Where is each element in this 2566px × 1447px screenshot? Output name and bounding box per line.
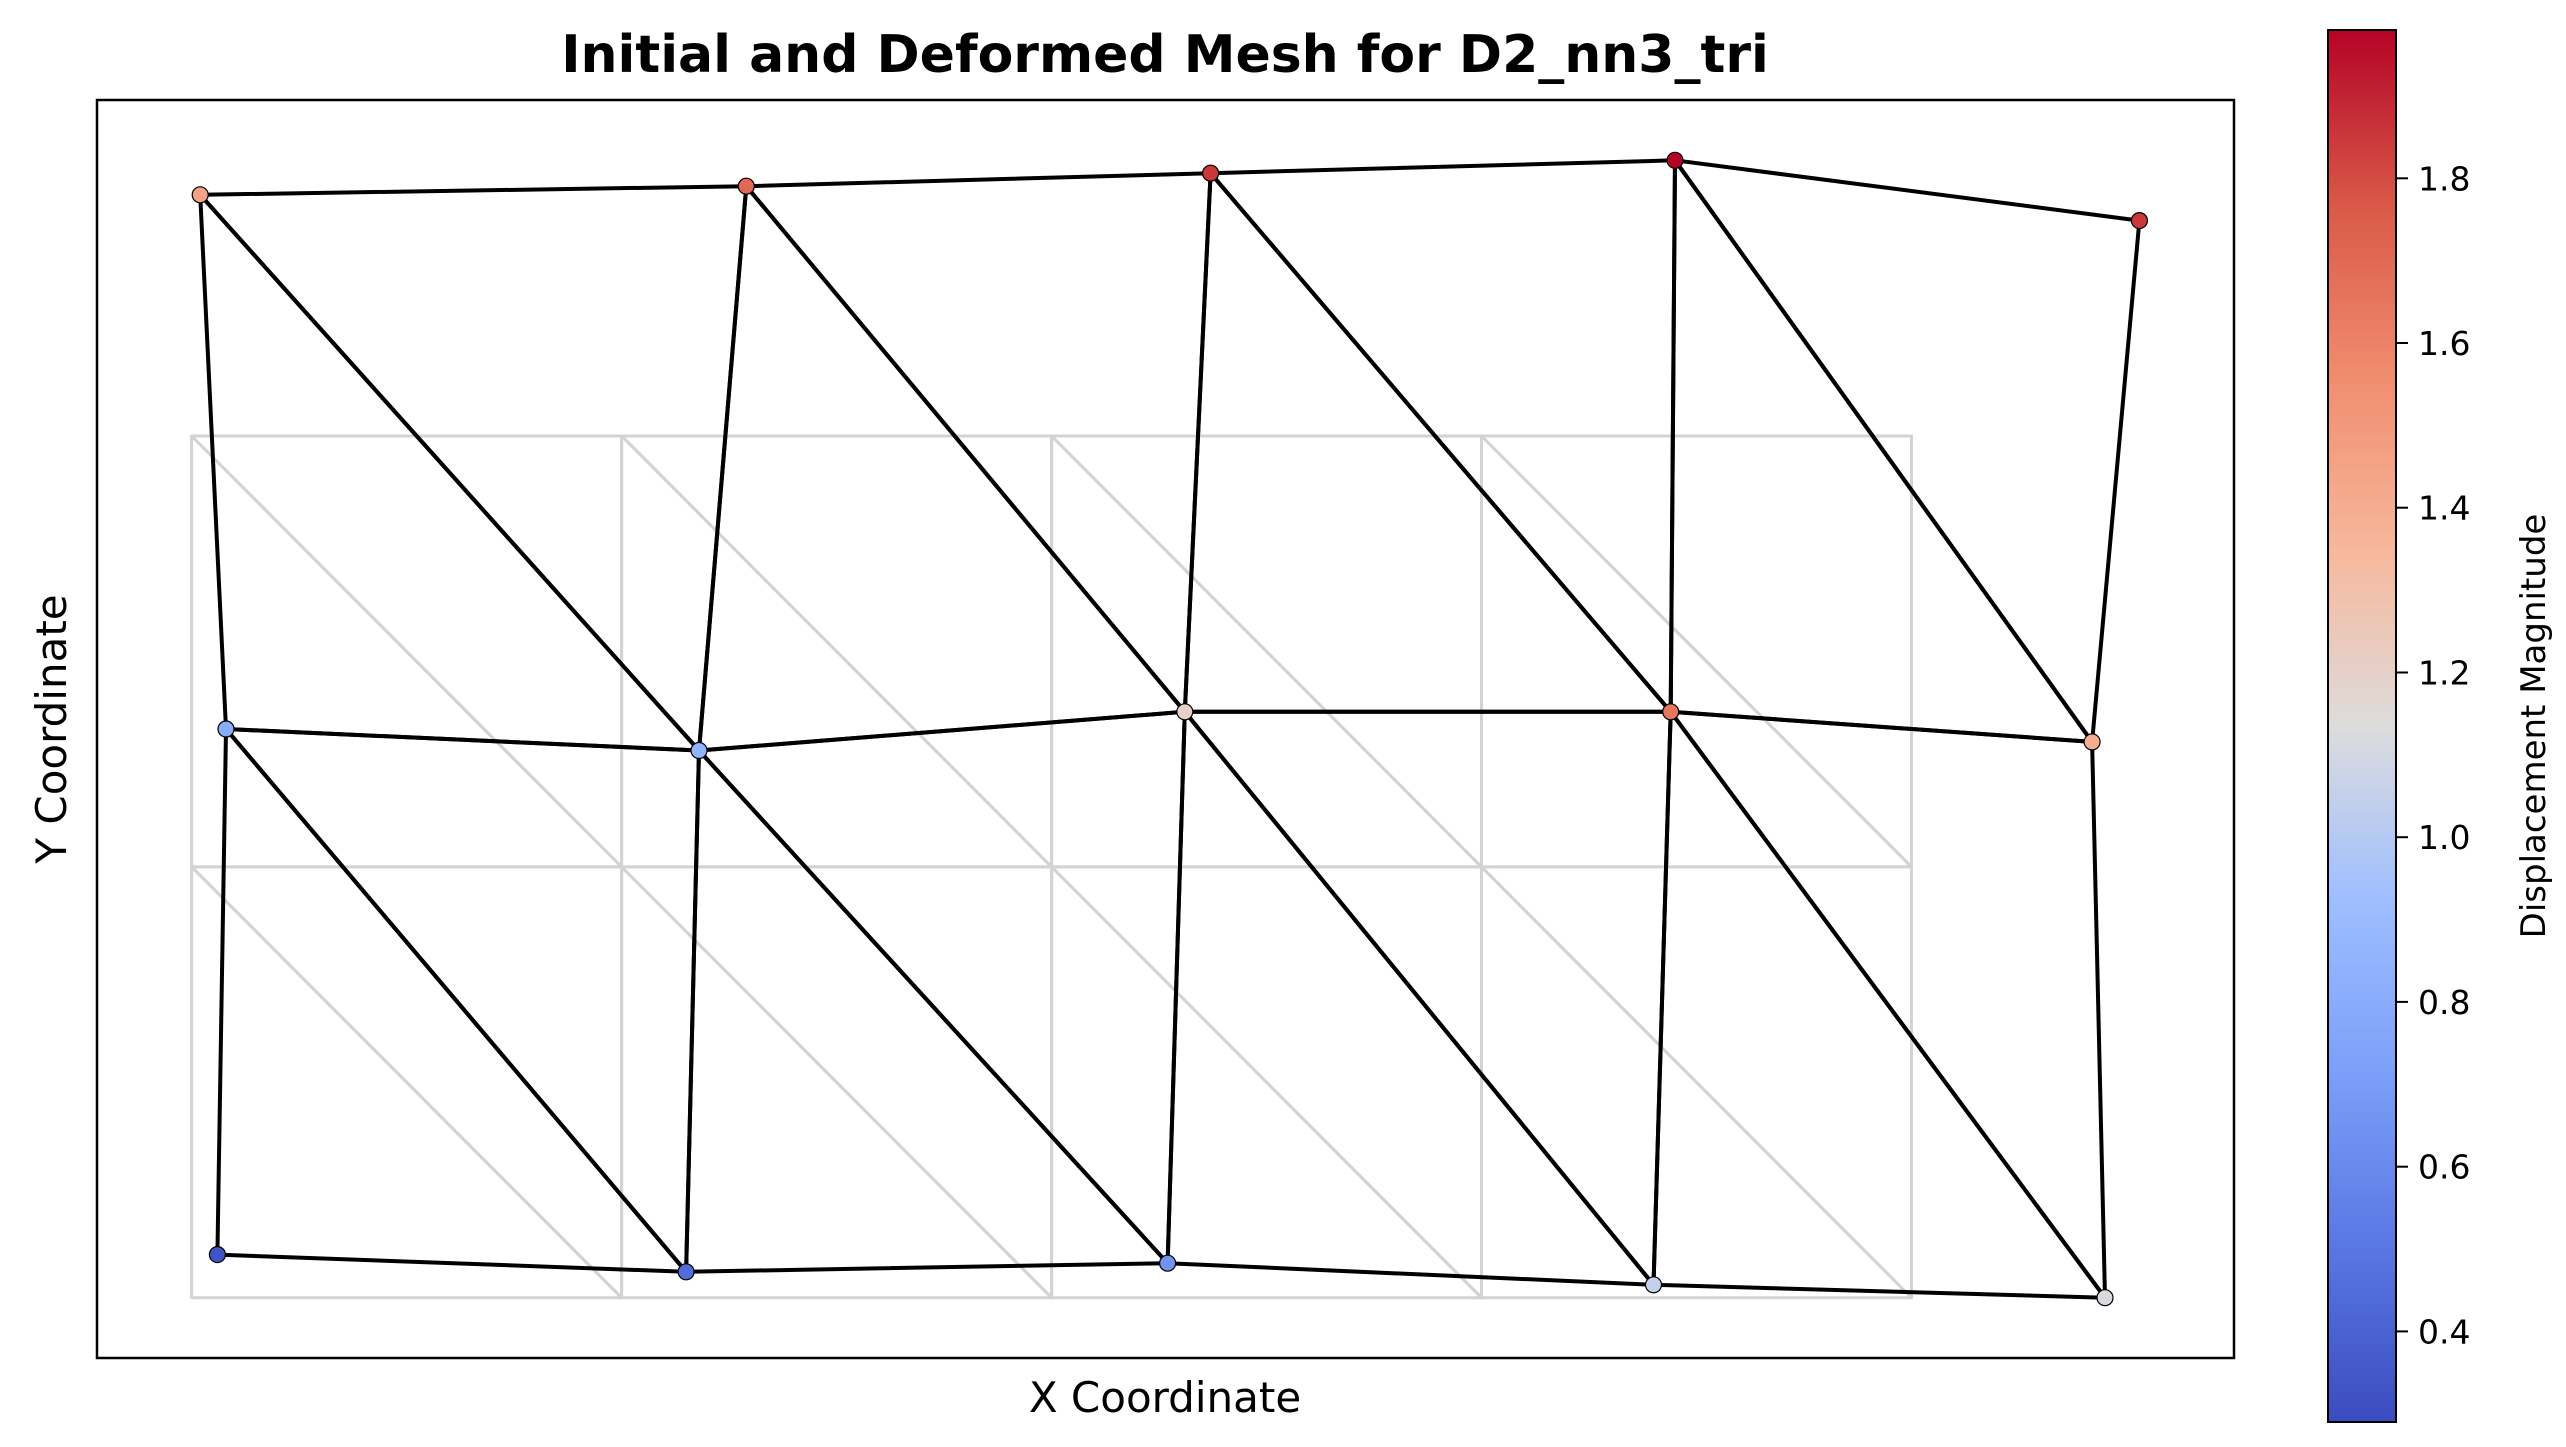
initial-mesh-element	[1480, 865, 1913, 1300]
initial-mesh-element	[620, 434, 1054, 869]
mesh-node	[1644, 1276, 1663, 1294]
deformed-mesh-element	[697, 184, 1187, 753]
y-axis-label: Y Coordinate	[27, 594, 76, 864]
plot-frame	[95, 98, 2236, 1360]
mesh-node	[1662, 703, 1680, 721]
deformed-mesh-element	[1651, 709, 2107, 1300]
colorbar-tick-label: 1.4	[2418, 489, 2470, 528]
mesh-node	[1176, 703, 1194, 721]
colorbar-tick-label: 1.2	[2418, 654, 2470, 693]
colorbar-tick-label: 1.8	[2418, 159, 2470, 198]
mesh-node	[191, 186, 209, 204]
mesh-node	[737, 177, 755, 195]
deformed-mesh-element	[1182, 171, 1673, 714]
mesh-node	[1666, 151, 1684, 169]
deformed-mesh-element	[684, 748, 1170, 1274]
deformed-mesh-element	[1668, 709, 2107, 1300]
mesh-node	[690, 741, 708, 760]
plot-area	[95, 98, 2236, 1360]
initial-mesh-element	[190, 434, 624, 869]
colorbar-gradient	[2328, 30, 2396, 1422]
initial-mesh-element	[1480, 434, 1913, 869]
initial-mesh-element	[190, 865, 624, 1300]
colorbar-tick-label: 0.4	[2418, 1312, 2470, 1351]
colorbar-tick-label: 0.6	[2418, 1148, 2470, 1187]
mesh-node	[1158, 1254, 1177, 1272]
colorbar-tick-label: 1.6	[2418, 324, 2470, 363]
x-axis-label: X Coordinate	[1029, 1373, 1301, 1422]
mesh-node	[2130, 212, 2148, 230]
mesh-node	[217, 720, 235, 738]
mesh-node	[208, 1245, 226, 1264]
chart-title: Initial and Deformed Mesh for D2_nn3_tri	[561, 25, 1769, 85]
colorbar-frame	[2327, 29, 2397, 1423]
deformed-mesh-element	[198, 184, 749, 753]
deformed-mesh	[198, 158, 2142, 1300]
colorbar-tick-label: 0.8	[2418, 983, 2470, 1022]
initial-mesh-element	[1050, 434, 1483, 869]
mesh-node	[2096, 1289, 2114, 1307]
mesh-node	[2083, 733, 2101, 751]
mesh-node	[677, 1263, 695, 1281]
colorbar-ticks: 0.4 0.6 0.8 1.0 1.2 1.4 1.6 1.8	[2396, 159, 2470, 1351]
initial-mesh	[190, 434, 1913, 1300]
deformed-mesh-element	[697, 709, 1187, 1266]
deformed-mesh-element	[1673, 158, 2142, 744]
mesh-node	[1201, 164, 1220, 182]
initial-mesh-element	[1050, 865, 1483, 1300]
colorbar: 0.4 0.6 0.8 1.0 1.2 1.4 1.6 1.8 Displacement Ma…	[2327, 29, 2554, 1423]
colorbar-tick-label: 1.0	[2418, 818, 2470, 857]
deformed-nodes	[191, 151, 2148, 1307]
deformed-mesh-element	[224, 727, 701, 1274]
colorbar-label: Displacement Magnitude	[2514, 514, 2554, 939]
deformed-mesh-element	[1182, 709, 1673, 1287]
